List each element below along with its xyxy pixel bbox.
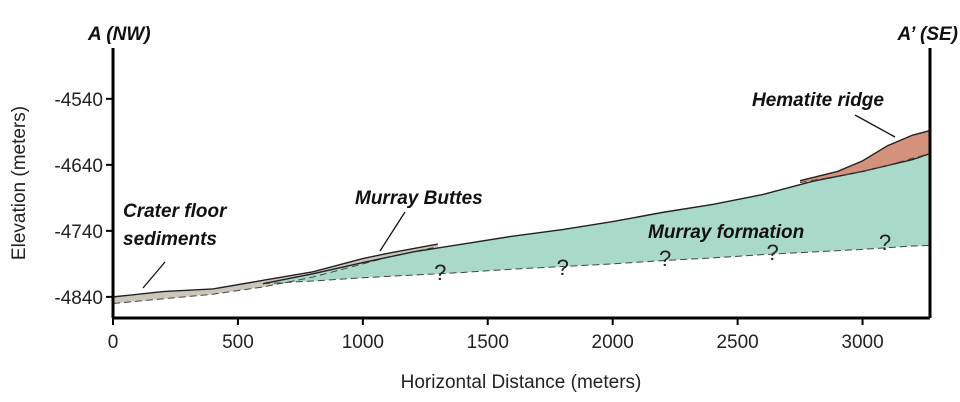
x-tick-label: 2500 <box>716 332 758 353</box>
layer-label: Murray formation <box>648 222 804 243</box>
x-tick-label: 1500 <box>467 332 509 353</box>
feature-label: Murray Buttes <box>355 188 483 209</box>
uncertainty-mark: ? <box>766 240 778 265</box>
y-tick-label: -4640 <box>54 156 103 177</box>
x-axis-label: Horizontal Distance (meters) <box>401 372 642 393</box>
layer-top <box>799 129 931 182</box>
uncertainty-mark: ? <box>879 230 891 255</box>
layer <box>262 153 930 284</box>
y-tick-label: -4740 <box>54 222 103 243</box>
layer <box>800 130 930 183</box>
leader <box>142 261 166 289</box>
y-axis-label: Elevation (meters) <box>9 106 30 260</box>
x-tick-label: 0 <box>108 332 119 353</box>
uncertainty-mark: ? <box>659 246 671 271</box>
uncertainty-mark: ? <box>557 255 569 280</box>
x-tick-label: 2000 <box>592 332 634 353</box>
crater-floor-label: Crater floor sediments <box>123 201 227 250</box>
layer-label: Hematite ridge <box>752 90 884 111</box>
layer-top <box>112 243 438 298</box>
leader <box>854 114 896 138</box>
section-end-right: A’ (SE) <box>896 24 958 45</box>
x-tick-label: 3000 <box>841 332 883 353</box>
x-tick-label: 500 <box>222 332 254 353</box>
y-tick-label: -4540 <box>54 90 103 111</box>
y-tick-label: -4840 <box>54 288 103 309</box>
layer-base <box>262 244 931 285</box>
x-tick-label: 1000 <box>342 332 384 353</box>
uncertainty-mark: ? <box>434 260 446 285</box>
leader <box>379 211 406 252</box>
section-end-left: A (NW) <box>87 24 151 45</box>
layer <box>113 244 438 304</box>
